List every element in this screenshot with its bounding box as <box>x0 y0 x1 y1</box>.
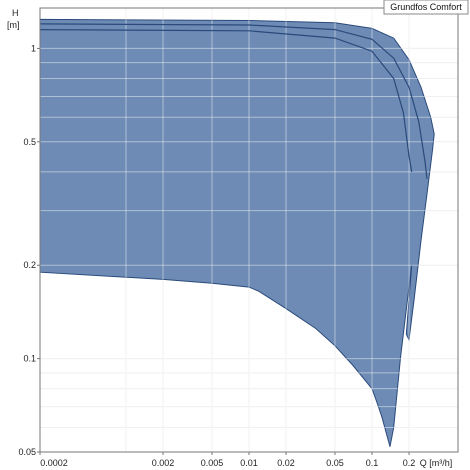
x-tick-label: 0.2 <box>403 458 416 468</box>
y-tick-label: 1 <box>31 43 36 53</box>
y-tick-label: 0.2 <box>23 260 36 270</box>
x-axis-ticks: 0.0002 0.002 0.005 0.01 0.02 0.05 0.1 0.2 <box>39 452 416 468</box>
y-tick-label: 0.1 <box>23 354 36 364</box>
series-line-2 <box>39 29 413 173</box>
legend-box <box>383 0 469 15</box>
y-axis-label-h: H <box>12 8 19 18</box>
y-axis-ticks: 0.05 0.1 0.2 0.5 1 <box>18 43 40 457</box>
curve-series <box>39 23 428 179</box>
curve-envelope <box>39 8 459 453</box>
envelope-area <box>39 18 435 447</box>
y-axis-label-unit: [m] <box>7 20 20 30</box>
y-tick-label: 0.05 <box>18 447 36 457</box>
x-tick-label: 0.002 <box>152 458 175 468</box>
series-line-1 <box>39 23 428 179</box>
x-tick-label: 0.02 <box>277 458 295 468</box>
legend: Grundfos Comfort <box>383 0 469 15</box>
x-tick-label: 0.05 <box>326 458 344 468</box>
x-tick-label: 0.005 <box>201 458 224 468</box>
x-axis-label: Q [m³/h] <box>420 458 453 468</box>
legend-label: Grundfos Comfort <box>390 2 462 12</box>
x-tick-label: 0.1 <box>366 458 379 468</box>
x-tick-label: 0.0002 <box>40 458 68 468</box>
x-tick-label: 0.01 <box>240 458 258 468</box>
y-tick-label: 0.5 <box>23 137 36 147</box>
